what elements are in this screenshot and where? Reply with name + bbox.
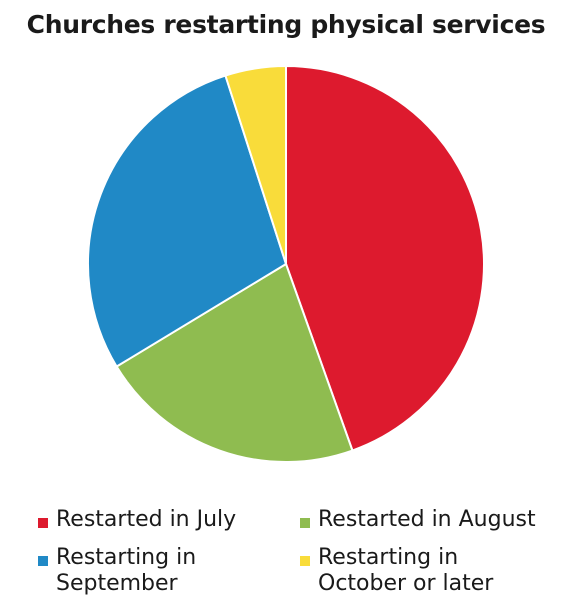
legend-swatch-september <box>38 556 48 566</box>
pie-slice-july <box>285 65 485 452</box>
legend-item-august: Restarted in August <box>300 507 536 533</box>
legend-swatch-october-or-later <box>300 556 310 566</box>
chart-title: Churches restarting physical services <box>26 10 546 39</box>
pie-slice-august <box>115 263 354 463</box>
chart-legend: Restarted in July Restarted in August Re… <box>0 505 572 603</box>
legend-label-july: Restarted in July <box>56 507 237 532</box>
pie-chart <box>87 65 485 463</box>
legend-item-july: Restarted in July <box>38 507 236 533</box>
pie-slice-september <box>87 74 287 368</box>
legend-label-october-or-later: Restarting in October or later <box>318 545 494 596</box>
legend-item-october-or-later: Restarting in October or later <box>300 545 518 597</box>
legend-swatch-july <box>38 518 48 528</box>
legend-swatch-august <box>300 518 310 528</box>
legend-label-august: Restarted in August <box>318 507 536 532</box>
pie-slice-october-or-later <box>224 65 287 265</box>
legend-label-september: Restarting in September <box>56 545 197 596</box>
legend-item-september: Restarting in September <box>38 545 246 597</box>
